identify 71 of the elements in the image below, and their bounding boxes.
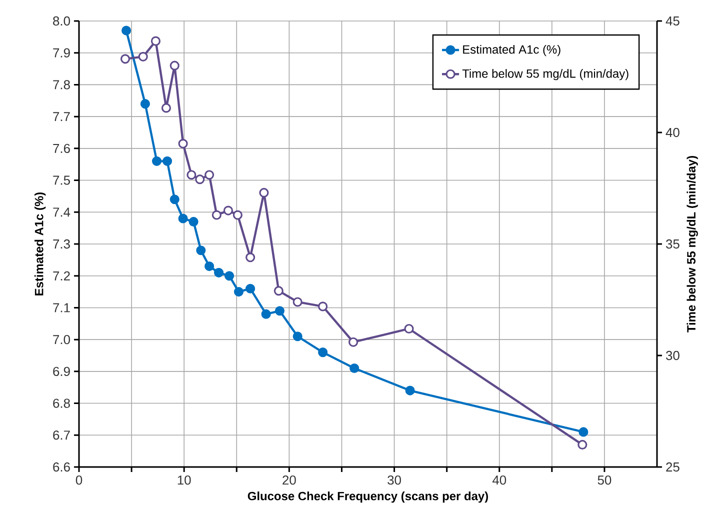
point <box>161 103 172 113</box>
y-tick-label: 7.9 <box>53 48 70 58</box>
y-tick-label: 7.5 <box>53 176 70 185</box>
y2-axis-title: Time below 55 mg/dL (min/day) <box>686 156 698 332</box>
point <box>292 297 302 307</box>
point <box>150 36 161 46</box>
y-tick-label: 6.8 <box>53 398 70 408</box>
point <box>204 262 214 272</box>
point <box>178 138 188 148</box>
point <box>274 306 285 316</box>
x-tick-label: 50 <box>598 476 612 485</box>
x-tick-label: 40 <box>492 476 506 485</box>
y-tick-label: 8.0 <box>53 16 70 26</box>
y2-tick-label: 25 <box>666 462 680 472</box>
point <box>274 286 284 296</box>
point <box>122 26 132 36</box>
point <box>178 214 188 224</box>
x-axis-title: Glucose Check Frequency (scans per day) <box>248 492 488 503</box>
point <box>212 210 222 220</box>
y-tick-label: 7.4 <box>53 208 70 217</box>
y-tick-label: 6.9 <box>53 366 70 376</box>
y-tick-label: 7.0 <box>53 334 70 344</box>
x-tick-label: 0 <box>76 476 82 485</box>
point <box>350 363 360 374</box>
y-tick-label: 7.6 <box>53 144 70 154</box>
y2-tick-label: 35 <box>666 239 680 249</box>
point <box>292 332 302 342</box>
y-axis-title: Estimated A1c (%) <box>34 192 46 296</box>
y-tick-label: 6.7 <box>53 430 70 440</box>
point <box>138 52 148 62</box>
point <box>232 210 242 220</box>
point <box>162 156 172 166</box>
y-tick-label: 7.3 <box>53 239 70 249</box>
y2-tick-label: 45 <box>666 16 680 26</box>
y-tick-label: 6.6 <box>53 462 70 472</box>
x-tick-label: 10 <box>178 476 191 485</box>
point <box>261 309 271 319</box>
point <box>120 54 130 64</box>
y2-tick-label: 30 <box>666 350 680 360</box>
point <box>204 170 214 180</box>
point <box>348 337 358 347</box>
point <box>405 386 415 396</box>
point <box>234 287 244 297</box>
point <box>195 174 205 184</box>
point <box>170 60 180 70</box>
point <box>318 302 328 312</box>
legend-label: Estimated A1c (%) <box>463 44 560 56</box>
point <box>224 271 234 281</box>
point <box>186 170 196 180</box>
point <box>318 348 328 358</box>
y-tick-label: 7.7 <box>53 112 70 122</box>
legend-label: Time below 55 mg/dL (min/day) <box>462 69 628 80</box>
point <box>404 324 414 334</box>
point <box>578 440 588 450</box>
point <box>259 188 269 198</box>
point <box>152 156 162 166</box>
point <box>214 268 224 278</box>
point <box>223 206 234 216</box>
x-tick-label: 30 <box>388 476 401 485</box>
point <box>196 246 206 256</box>
point <box>170 194 180 204</box>
y-tick-label: 7.2 <box>53 271 70 280</box>
point <box>188 216 198 226</box>
point <box>246 252 256 262</box>
y-tick-label: 7.1 <box>53 303 70 312</box>
point <box>246 284 256 294</box>
point <box>140 99 150 109</box>
point <box>578 427 588 437</box>
x-tick-label: 20 <box>282 476 296 485</box>
y-tick-label: 7.8 <box>53 80 70 90</box>
y2-tick-label: 40 <box>666 128 680 138</box>
